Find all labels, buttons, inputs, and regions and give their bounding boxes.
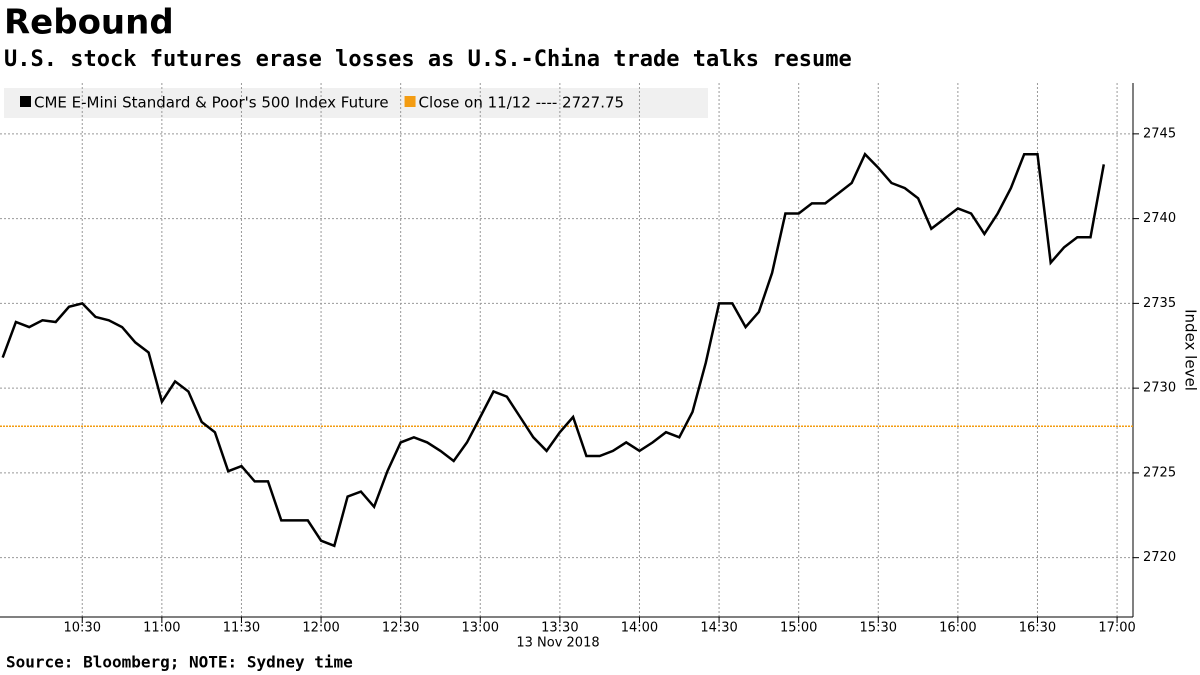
source: Source: Bloomberg; NOTE: Sydney time: [6, 653, 353, 672]
x-tick-label: 12:30: [382, 621, 419, 636]
x-tick-label: 13:00: [462, 621, 499, 636]
x-tick-label: 11:00: [143, 621, 180, 636]
x-tick-label: 16:00: [939, 621, 976, 636]
x-tick-label: 14:00: [621, 621, 658, 636]
legend-swatch: [20, 96, 31, 107]
y-tick-label: 2740: [1143, 211, 1176, 226]
x-tick-label: 12:00: [302, 621, 339, 636]
legend-label: CME E-Mini Standard & Poor's 500 Index F…: [34, 94, 389, 112]
y-tick-label: 2745: [1143, 126, 1176, 141]
y-tick-label: 2720: [1143, 550, 1176, 565]
x-tick-label: 14:30: [700, 621, 737, 636]
x-tick-label: 10:30: [64, 621, 101, 636]
y-tick-label: 2725: [1143, 465, 1176, 480]
x-tick-label: 16:30: [1019, 621, 1056, 636]
x-tick-label: 17:00: [1098, 621, 1135, 636]
x-tick-label: 11:30: [223, 621, 260, 636]
x-axis-label: 13 Nov 2018: [516, 636, 599, 651]
legend-box: [4, 88, 708, 118]
legend-label: Close on 11/12 ---- 2727.75: [419, 94, 625, 112]
x-tick-label: 15:30: [860, 621, 897, 636]
chart-subtitle: U.S. stock futures erase losses as U.S.-…: [4, 47, 852, 72]
y-tick-label: 2730: [1143, 381, 1176, 396]
chart-title: Rebound: [4, 3, 174, 43]
price-line: [1, 152, 1106, 548]
y-tick-label: 2735: [1143, 296, 1176, 311]
y-axis-label: Index level: [1182, 309, 1200, 391]
x-tick-label: 13:30: [541, 621, 578, 636]
legend-swatch: [404, 96, 416, 107]
x-tick-label: 15:00: [780, 621, 817, 636]
